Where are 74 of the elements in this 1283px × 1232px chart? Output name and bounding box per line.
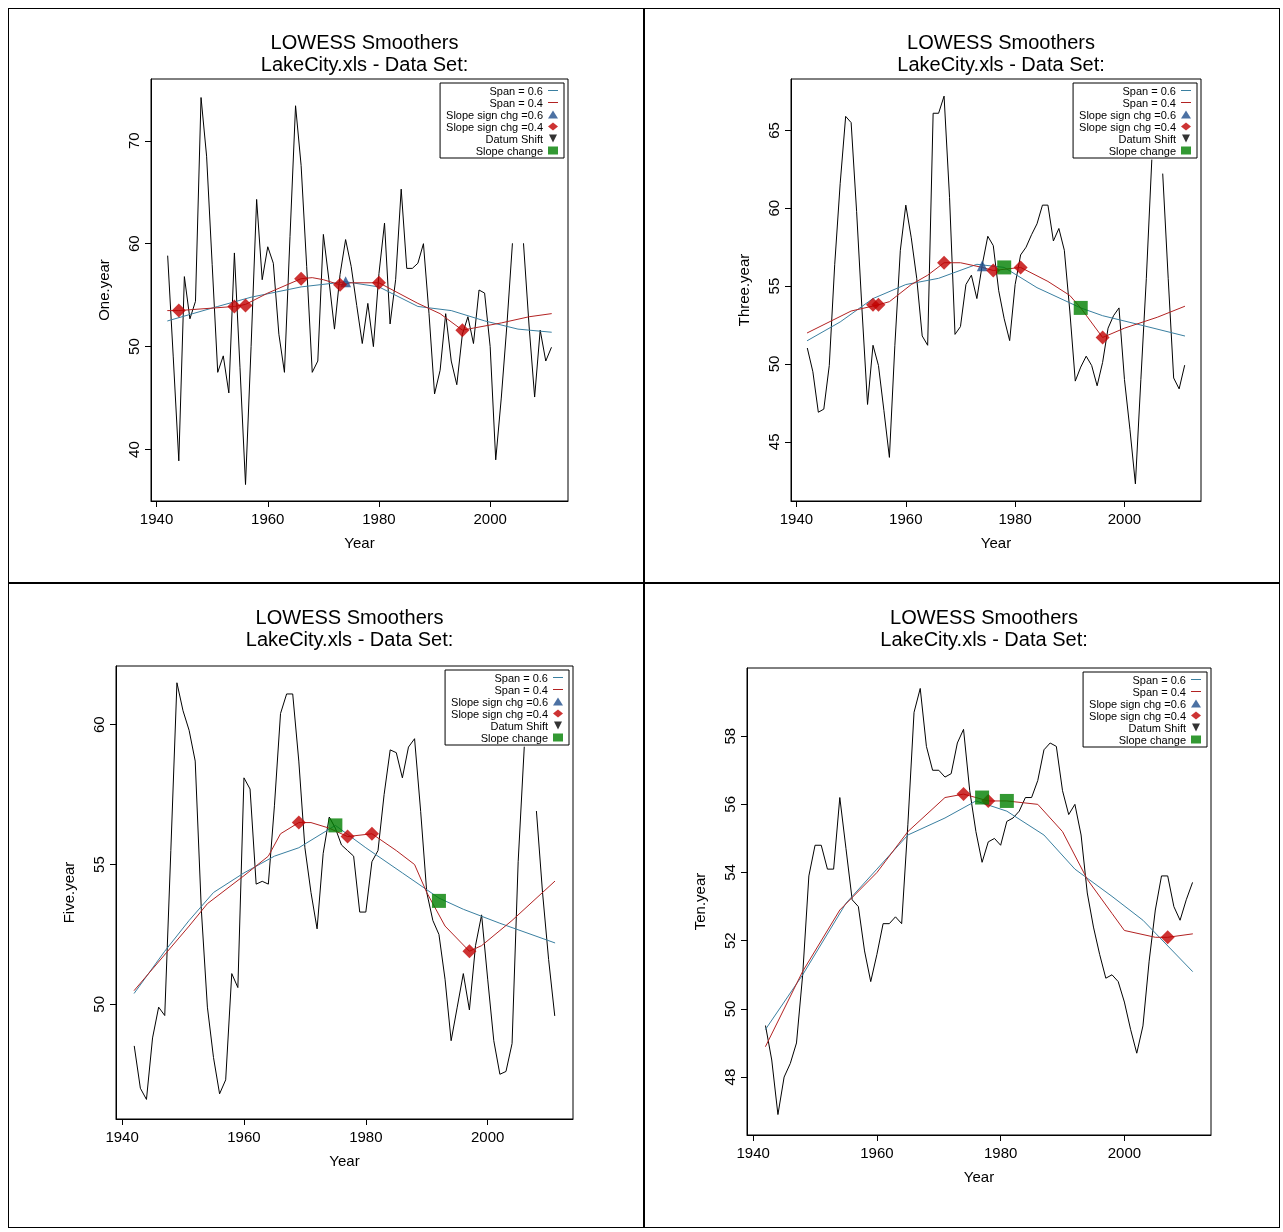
legend-label: Slope sign chg =0.4 (1079, 120, 1176, 133)
x-tick-label: 1960 (889, 510, 923, 527)
x-tick-label: 1940 (139, 510, 174, 527)
y-tick-label: 60 (90, 716, 107, 734)
legend-label: Slope change (1108, 144, 1176, 157)
x-tick-label: 1960 (227, 1128, 261, 1145)
x-tick-label: 1940 (105, 1128, 139, 1145)
y-tick-label: 40 (125, 441, 142, 458)
legend-label: Datum Shift (485, 132, 543, 145)
chart-subtitle: LakeCity.xls - Data Set: (897, 53, 1105, 75)
y-tick-label: 55 (765, 277, 782, 295)
legend-label: Span = 0.4 (489, 96, 543, 109)
legend-label: Slope sign chg =0.6 (451, 695, 548, 708)
legend-label: Slope sign chg =0.4 (446, 120, 543, 133)
chart-title: LOWESS Smoothers (907, 31, 1095, 53)
x-tick-label: 1980 (362, 510, 396, 527)
legend-label: Slope change (475, 144, 543, 157)
legend-label: Span = 0.6 (489, 84, 543, 97)
legend-label: Datum Shift (490, 719, 548, 732)
y-tick-label: 55 (90, 856, 107, 873)
y-tick-label: 48 (721, 1068, 738, 1086)
chart-title: LOWESS Smoothers (890, 606, 1078, 628)
y-tick-label: 56 (721, 796, 738, 813)
y-tick-label: 50 (90, 996, 107, 1013)
legend-label: Slope sign chg =0.6 (446, 108, 543, 121)
legend-label: Span = 0.6 (1122, 84, 1176, 97)
chart-title: LOWESS Smoothers (270, 31, 459, 53)
y-tick-label: 50 (765, 355, 782, 373)
chart-subtitle: LakeCity.xls - Data Set: (260, 53, 469, 75)
x-tick-label: 1980 (349, 1128, 383, 1145)
x-tick-label: 2000 (1107, 510, 1142, 527)
x-axis-title: Year (329, 1152, 360, 1169)
x-tick-label: 1980 (998, 510, 1032, 527)
y-tick-label: 70 (125, 132, 142, 150)
x-tick-label: 1980 (983, 1144, 1018, 1161)
legend-label: Span = 0.6 (1132, 673, 1186, 686)
chart-title: LOWESS Smoothers (255, 606, 444, 628)
y-tick-label: 54 (721, 864, 738, 881)
y-axis-title: Three.year (735, 253, 752, 327)
legend-label: Slope change (480, 731, 548, 744)
legend-label: Span = 0.4 (1122, 96, 1176, 109)
legend-label: Slope sign chg =0.4 (451, 707, 548, 720)
x-tick-label: 2000 (473, 510, 507, 527)
legend-label: Span = 0.4 (494, 683, 548, 696)
legend-label: Slope sign chg =0.6 (1079, 108, 1176, 121)
x-axis-title: Year (344, 534, 375, 551)
x-tick-label: 1960 (860, 1144, 894, 1161)
legend-label: Datum Shift (1118, 132, 1176, 145)
y-tick-label: 58 (721, 727, 738, 745)
y-tick-label: 45 (765, 433, 782, 451)
y-tick-label: 50 (721, 1000, 738, 1018)
y-axis-title: Ten.year (691, 872, 708, 931)
x-tick-label: 1940 (779, 510, 814, 527)
y-axis-title: Five.year (60, 861, 77, 924)
y-tick-label: 60 (765, 199, 782, 217)
x-tick-label: 2000 (471, 1128, 505, 1145)
legend-label: Slope sign chg =0.4 (1089, 709, 1186, 722)
x-tick-label: 2000 (1107, 1144, 1142, 1161)
y-tick-label: 65 (765, 122, 782, 139)
legend-label: Slope sign chg =0.6 (1089, 697, 1186, 710)
y-tick-label: 52 (721, 932, 738, 950)
chart-subtitle: LakeCity.xls - Data Set: (880, 628, 1088, 650)
legend-label: Slope change (1118, 733, 1186, 746)
legend-label: Span = 0.4 (1132, 685, 1186, 698)
x-tick-label: 1960 (251, 510, 285, 527)
chart-subtitle: LakeCity.xls - Data Set: (245, 628, 454, 650)
x-axis-title: Year (980, 534, 1012, 551)
y-tick-label: 50 (125, 338, 142, 355)
x-tick-label: 1940 (736, 1144, 770, 1161)
y-tick-label: 60 (125, 235, 142, 253)
legend-label: Span = 0.6 (494, 671, 548, 684)
legend-label: Datum Shift (1128, 721, 1186, 734)
y-axis-title: One.year (95, 259, 112, 321)
x-axis-title: Year (963, 1168, 995, 1185)
